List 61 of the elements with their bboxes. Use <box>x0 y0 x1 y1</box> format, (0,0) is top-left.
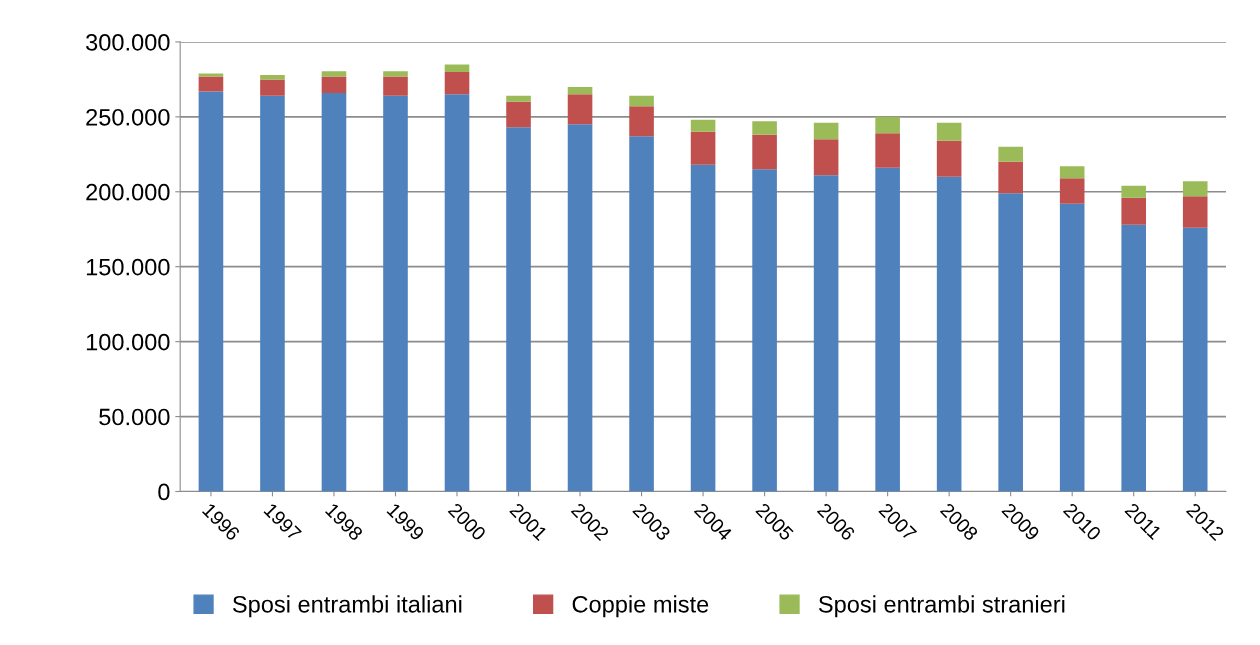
bar <box>444 64 470 72</box>
bar <box>998 146 1023 162</box>
bar <box>998 161 1023 194</box>
bar <box>383 71 408 77</box>
bar <box>321 71 347 77</box>
bar <box>1182 227 1208 492</box>
bar <box>260 79 285 96</box>
bar <box>383 95 408 492</box>
bar <box>506 127 531 492</box>
bar <box>813 175 839 492</box>
bar <box>629 136 654 492</box>
bar <box>260 95 285 492</box>
bar <box>690 119 716 132</box>
bar <box>1182 196 1208 228</box>
bar <box>444 71 470 95</box>
bar <box>690 131 716 165</box>
bar <box>752 121 777 135</box>
bar <box>321 76 347 93</box>
bar <box>813 139 839 176</box>
bar <box>506 101 531 128</box>
bar <box>567 124 593 492</box>
bar <box>936 122 962 141</box>
bar <box>998 193 1023 492</box>
bar <box>936 140 962 177</box>
bar <box>321 92 347 492</box>
bar <box>690 164 716 492</box>
bar <box>567 86 593 95</box>
bar <box>1182 181 1208 197</box>
legend-label: Sposi entrambi italiani <box>232 595 462 618</box>
bar <box>752 134 777 170</box>
bar <box>875 116 900 134</box>
bar <box>1121 224 1147 492</box>
bar <box>1121 197 1147 225</box>
bar <box>629 95 654 107</box>
bar <box>875 133 900 168</box>
bar <box>567 94 593 125</box>
bar <box>1059 203 1085 492</box>
y-tick-label: 0 <box>158 483 170 501</box>
bar <box>1059 178 1085 204</box>
bar <box>1121 185 1147 198</box>
bar <box>198 76 224 92</box>
bar <box>444 94 470 492</box>
bar <box>260 74 285 80</box>
y-tick-label: 100.000 <box>86 333 170 351</box>
bar <box>383 76 408 96</box>
bar <box>752 169 777 492</box>
bar <box>936 176 962 492</box>
bar <box>813 122 839 140</box>
bar <box>1059 166 1085 179</box>
y-tick-label: 150.000 <box>86 258 170 276</box>
y-tick-label: 50.000 <box>99 408 170 426</box>
y-tick-label: 300.000 <box>86 33 170 51</box>
bar <box>198 91 224 492</box>
bar <box>506 95 531 102</box>
legend-label: Sposi entrambi stranieri <box>818 595 1065 618</box>
bar <box>875 167 900 492</box>
bar <box>629 106 654 137</box>
y-tick-label: 250.000 <box>86 108 170 126</box>
legend-label: Coppie miste <box>572 595 709 618</box>
bar <box>198 73 224 77</box>
y-tick-label: 200.000 <box>86 183 170 201</box>
